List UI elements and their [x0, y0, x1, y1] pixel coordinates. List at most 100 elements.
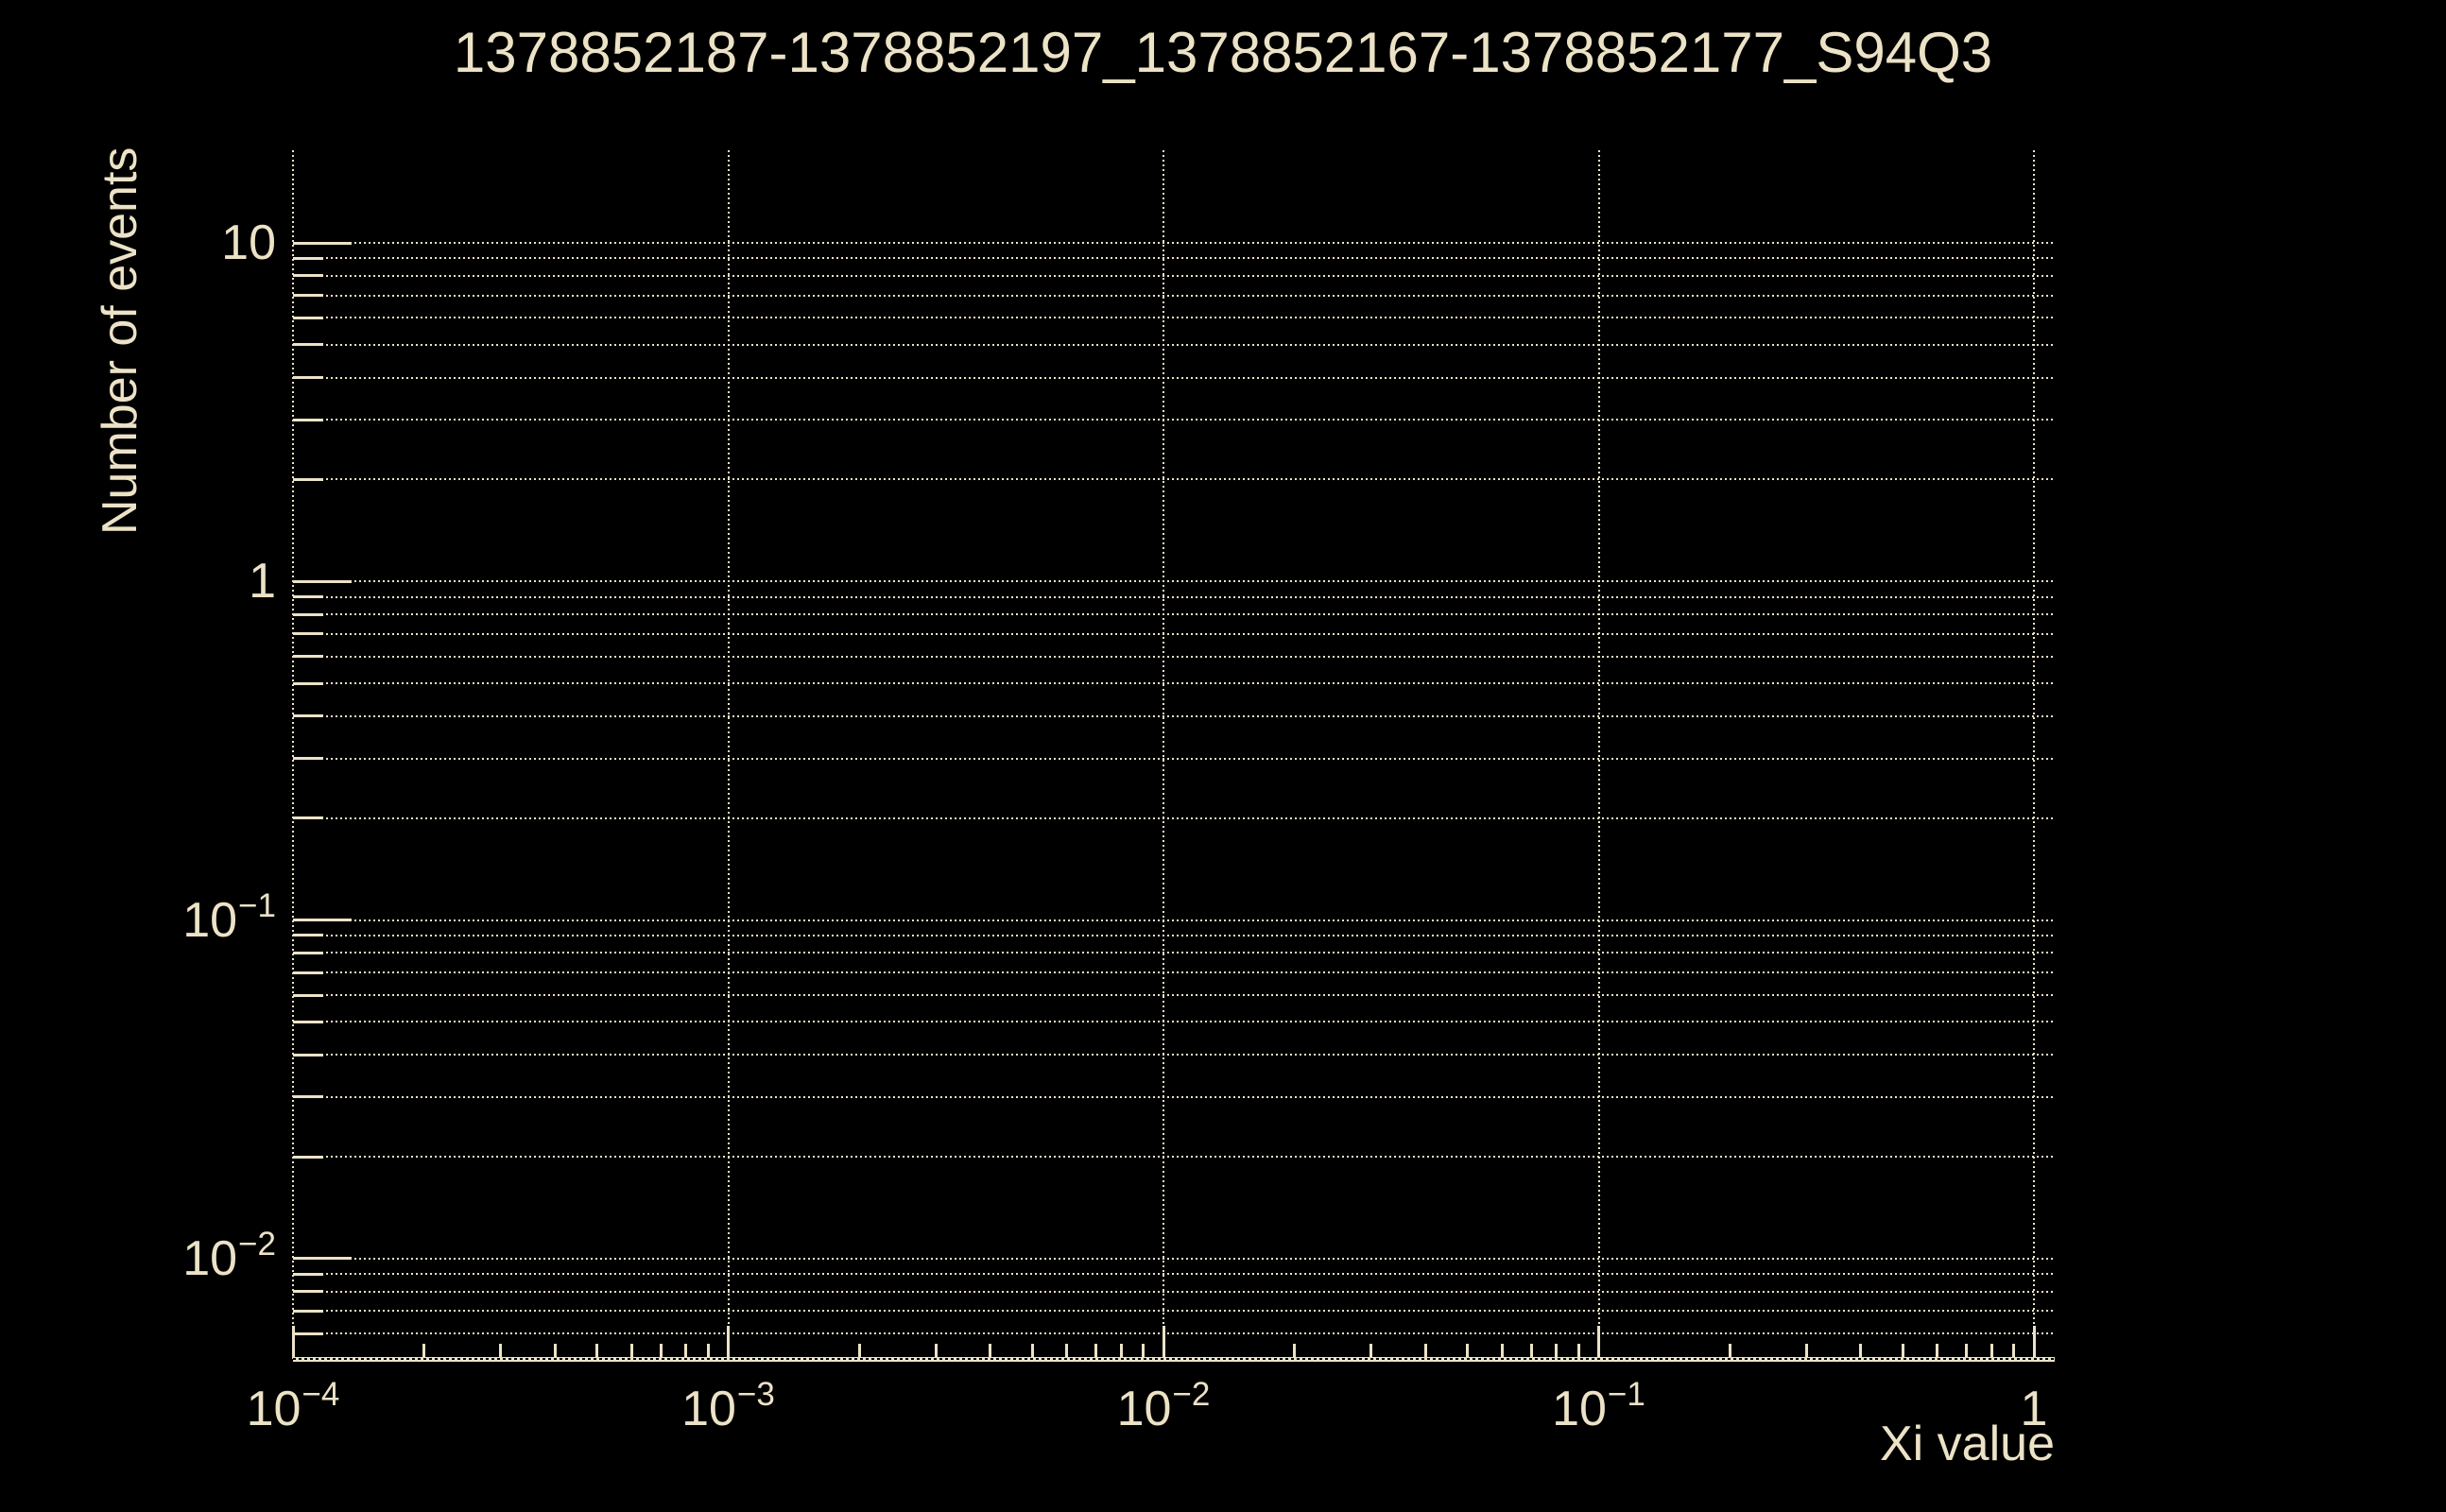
h-gridline [293, 419, 2055, 421]
y-minor-tick [293, 274, 323, 278]
x-minor-tick [1065, 1344, 1069, 1359]
x-minor-tick [1804, 1344, 1808, 1359]
h-gridline [293, 242, 2055, 244]
y-minor-tick [293, 1155, 323, 1159]
h-gridline [293, 595, 2055, 598]
x-minor-tick [1094, 1344, 1098, 1359]
h-gridline [293, 478, 2055, 481]
y-minor-tick [293, 934, 323, 937]
x-minor-tick [706, 1344, 710, 1359]
tick-label-text: 10−2 [182, 1225, 276, 1286]
y-minor-tick [293, 681, 323, 685]
tick-label-text: 10−1 [182, 886, 276, 948]
h-gridline [293, 655, 2055, 658]
x-major-tick [1162, 1326, 1165, 1359]
h-gridline [293, 816, 2055, 819]
x-minor-tick [659, 1344, 663, 1359]
h-gridline [293, 1332, 2055, 1335]
x-tick-label: 1 [1892, 1382, 2176, 1436]
x-minor-tick [989, 1344, 992, 1359]
y-minor-tick [293, 951, 323, 954]
h-gridline [293, 1257, 2055, 1260]
x-minor-tick [1119, 1344, 1123, 1359]
tick-label-text: 10 [221, 215, 276, 270]
x-minor-tick [595, 1344, 599, 1359]
x-minor-tick [1576, 1344, 1580, 1359]
h-gridline [293, 274, 2055, 277]
y-minor-tick [293, 632, 323, 636]
y-minor-tick [293, 1020, 323, 1023]
x-minor-tick [1859, 1344, 1863, 1359]
h-gridline [293, 682, 2055, 685]
x-minor-tick [422, 1344, 426, 1359]
y-minor-tick [293, 316, 323, 319]
h-gridline [293, 376, 2055, 379]
y-major-tick [293, 241, 352, 245]
x-minor-tick [1936, 1344, 1939, 1359]
v-gridline [292, 150, 294, 1359]
x-minor-tick [1423, 1344, 1427, 1359]
y-major-tick [293, 579, 352, 583]
x-major-tick [291, 1326, 295, 1359]
h-gridline [293, 1054, 2055, 1057]
tick-label-text: 10−2 [1116, 1376, 1211, 1436]
h-gridline [293, 580, 2055, 583]
x-minor-tick [1369, 1344, 1373, 1359]
y-minor-tick [293, 714, 323, 718]
y-tick-label: 10−1 [182, 886, 276, 954]
x-minor-tick [629, 1344, 633, 1359]
y-minor-tick [293, 256, 323, 260]
x-minor-tick [1555, 1344, 1559, 1359]
h-gridline [293, 1095, 2055, 1098]
v-gridline [727, 150, 730, 1359]
v-gridline [1597, 150, 1600, 1359]
h-gridline [293, 919, 2055, 921]
x-minor-tick [499, 1344, 503, 1359]
y-minor-tick [293, 1290, 323, 1294]
x-axis-line-dash-texture [293, 1358, 2055, 1360]
h-gridline [293, 714, 2055, 717]
x-minor-tick [1728, 1344, 1731, 1359]
y-minor-tick [293, 655, 323, 659]
h-gridline [293, 1290, 2055, 1293]
y-minor-tick [293, 993, 323, 997]
x-tick-label: 10−1 [1457, 1378, 1741, 1436]
x-minor-tick [934, 1344, 938, 1359]
y-minor-tick [293, 343, 323, 347]
y-minor-tick [293, 612, 323, 616]
tick-label-text: 10−4 [246, 1376, 340, 1436]
x-major-tick [1597, 1326, 1600, 1359]
x-minor-tick [1466, 1344, 1470, 1359]
x-minor-tick [1142, 1344, 1145, 1359]
x-tick-label: 10−3 [587, 1378, 870, 1436]
y-minor-tick [293, 1332, 323, 1335]
chart-title: 1378852187-1378852197_1378852167-1378852… [453, 21, 1993, 84]
y-minor-tick [293, 418, 323, 421]
h-gridline [293, 317, 2055, 319]
h-gridline [293, 613, 2055, 616]
y-minor-tick [293, 971, 323, 974]
y-minor-tick [293, 294, 323, 297]
y-minor-tick [293, 595, 323, 599]
x-minor-tick [1965, 1344, 1969, 1359]
x-major-tick [727, 1326, 730, 1359]
x-minor-tick [684, 1344, 688, 1359]
y-minor-tick [293, 1053, 323, 1057]
v-gridline [2033, 150, 2035, 1359]
y-minor-tick [293, 816, 323, 820]
y-minor-tick [293, 1272, 323, 1276]
x-minor-tick [553, 1344, 557, 1359]
h-gridline [293, 757, 2055, 760]
x-minor-tick [1529, 1344, 1533, 1359]
h-gridline [293, 971, 2055, 974]
h-gridline [293, 952, 2055, 954]
x-tick-label: 10−2 [1022, 1376, 1305, 1436]
x-major-tick [2032, 1326, 2036, 1359]
x-axis-line [293, 1357, 2055, 1362]
h-gridline [293, 1156, 2055, 1159]
tick-label-text: 1 [249, 554, 276, 610]
h-gridline [293, 343, 2055, 346]
x-axis-title: Xi value [1880, 1417, 2055, 1471]
x-minor-tick [1293, 1344, 1297, 1359]
